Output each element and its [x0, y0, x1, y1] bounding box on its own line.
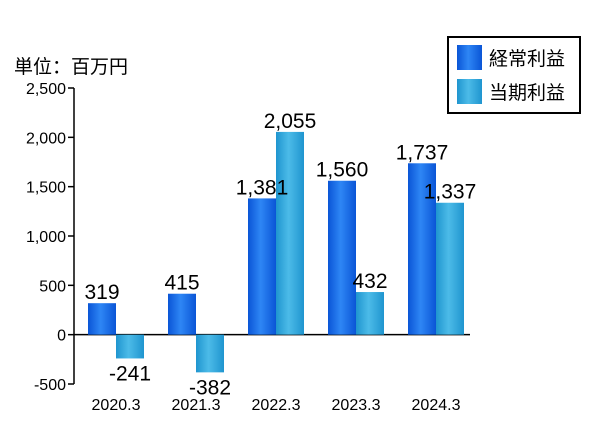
y-tick-label: 2,000 — [26, 130, 66, 147]
x-tick-label: 2022.3 — [252, 397, 301, 414]
y-tick-label: 500 — [39, 278, 66, 295]
y-axis: 2,500 2,000 1,500 1,000 500 0 -500 — [26, 81, 470, 394]
y-tick-label: 2,500 — [26, 81, 66, 98]
bar-ordinary-profit-2022.3 — [248, 198, 276, 335]
data-labels: 319 -241 415 -382 1,381 2,055 1,560 432 1,737 1,3… — [84, 110, 476, 399]
data-label-ordinary-profit-2023.3: 1,560 — [316, 159, 369, 182]
bar-ordinary-profit-2024.3 — [408, 163, 436, 335]
legend-swatch-ordinary-profit — [457, 45, 482, 70]
bar-ordinary-profit-2023.3 — [328, 180, 356, 335]
data-label-net-profit-2022.3: 2,055 — [264, 110, 317, 133]
bars — [88, 131, 464, 373]
legend-label-net-profit: 当期利益 — [489, 82, 565, 104]
unit-label: 単位：百万円 — [14, 56, 128, 78]
bar-ordinary-profit-2020.3 — [88, 303, 116, 335]
x-tick-label: 2021.3 — [172, 397, 221, 414]
bar-net-profit-2023.3 — [356, 292, 384, 335]
bar-net-profit-2022.3 — [276, 131, 304, 335]
data-label-net-profit-2024.3: 1,337 — [424, 181, 477, 204]
y-tick-label: 0 — [57, 328, 66, 345]
y-tick-label: -500 — [34, 377, 66, 394]
data-label-ordinary-profit-2021.3: 415 — [164, 272, 199, 295]
bar-net-profit-2024.3 — [436, 202, 464, 335]
data-label-net-profit-2021.3: -382 — [189, 376, 231, 399]
data-label-ordinary-profit-2022.3: 1,381 — [236, 176, 289, 199]
data-label-net-profit-2020.3: -241 — [109, 362, 151, 385]
legend-label-ordinary-profit: 経常利益 — [489, 48, 565, 70]
x-tick-label: 2020.3 — [92, 397, 141, 414]
x-axis-labels: 2020.3 2021.3 2022.3 2023.3 2024.3 — [92, 397, 461, 414]
y-tick-label: 1,000 — [26, 229, 66, 246]
bar-net-profit-2020.3 — [116, 334, 144, 359]
y-tick-label: 1,500 — [26, 180, 66, 197]
bar-net-profit-2021.3 — [196, 334, 224, 373]
x-tick-label: 2023.3 — [332, 397, 381, 414]
data-label-ordinary-profit-2024.3: 1,737 — [396, 141, 449, 164]
legend: 経常利益 当期利益 — [447, 36, 581, 114]
data-label-net-profit-2023.3: 432 — [352, 270, 387, 293]
legend-swatch-net-profit — [457, 79, 482, 104]
data-label-ordinary-profit-2020.3: 319 — [84, 281, 119, 304]
x-tick-label: 2024.3 — [412, 397, 461, 414]
bar-ordinary-profit-2021.3 — [168, 293, 196, 335]
